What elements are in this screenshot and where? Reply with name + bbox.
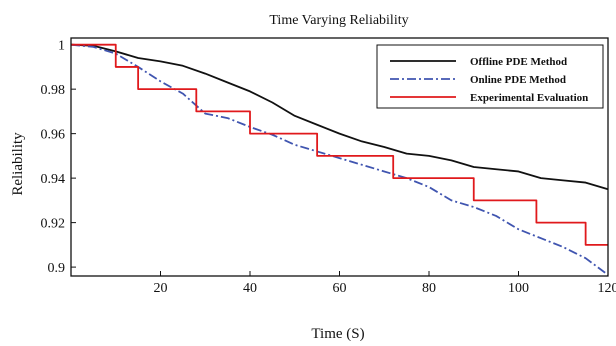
x-tick-label: 20 [154,281,168,296]
chart-title: Time Varying Reliability [269,13,408,28]
y-axis-title: Reliability [10,132,26,196]
legend-label-online: Online PDE Method [470,74,566,86]
y-tick-label: 0.92 [41,217,66,232]
x-tick-label: 40 [243,281,257,296]
legend-label-experimental: Experimental Evaluation [470,92,588,104]
legend-label-offline: Offline PDE Method [470,56,567,68]
x-tick-label: 80 [422,281,436,296]
y-tick-label: 0.9 [48,261,66,276]
legend: Offline PDE Method Online PDE Method Exp… [377,45,603,108]
y-tick-label: 1 [58,39,65,54]
x-tick-label: 120 [598,281,616,296]
y-tick-label: 0.94 [41,172,66,187]
x-tick-label: 100 [508,281,529,296]
y-tick-label: 0.96 [41,128,66,143]
x-axis-title: Time (S) [311,326,364,341]
x-tick-label: 60 [333,281,347,296]
y-tick-label: 0.98 [41,83,66,98]
